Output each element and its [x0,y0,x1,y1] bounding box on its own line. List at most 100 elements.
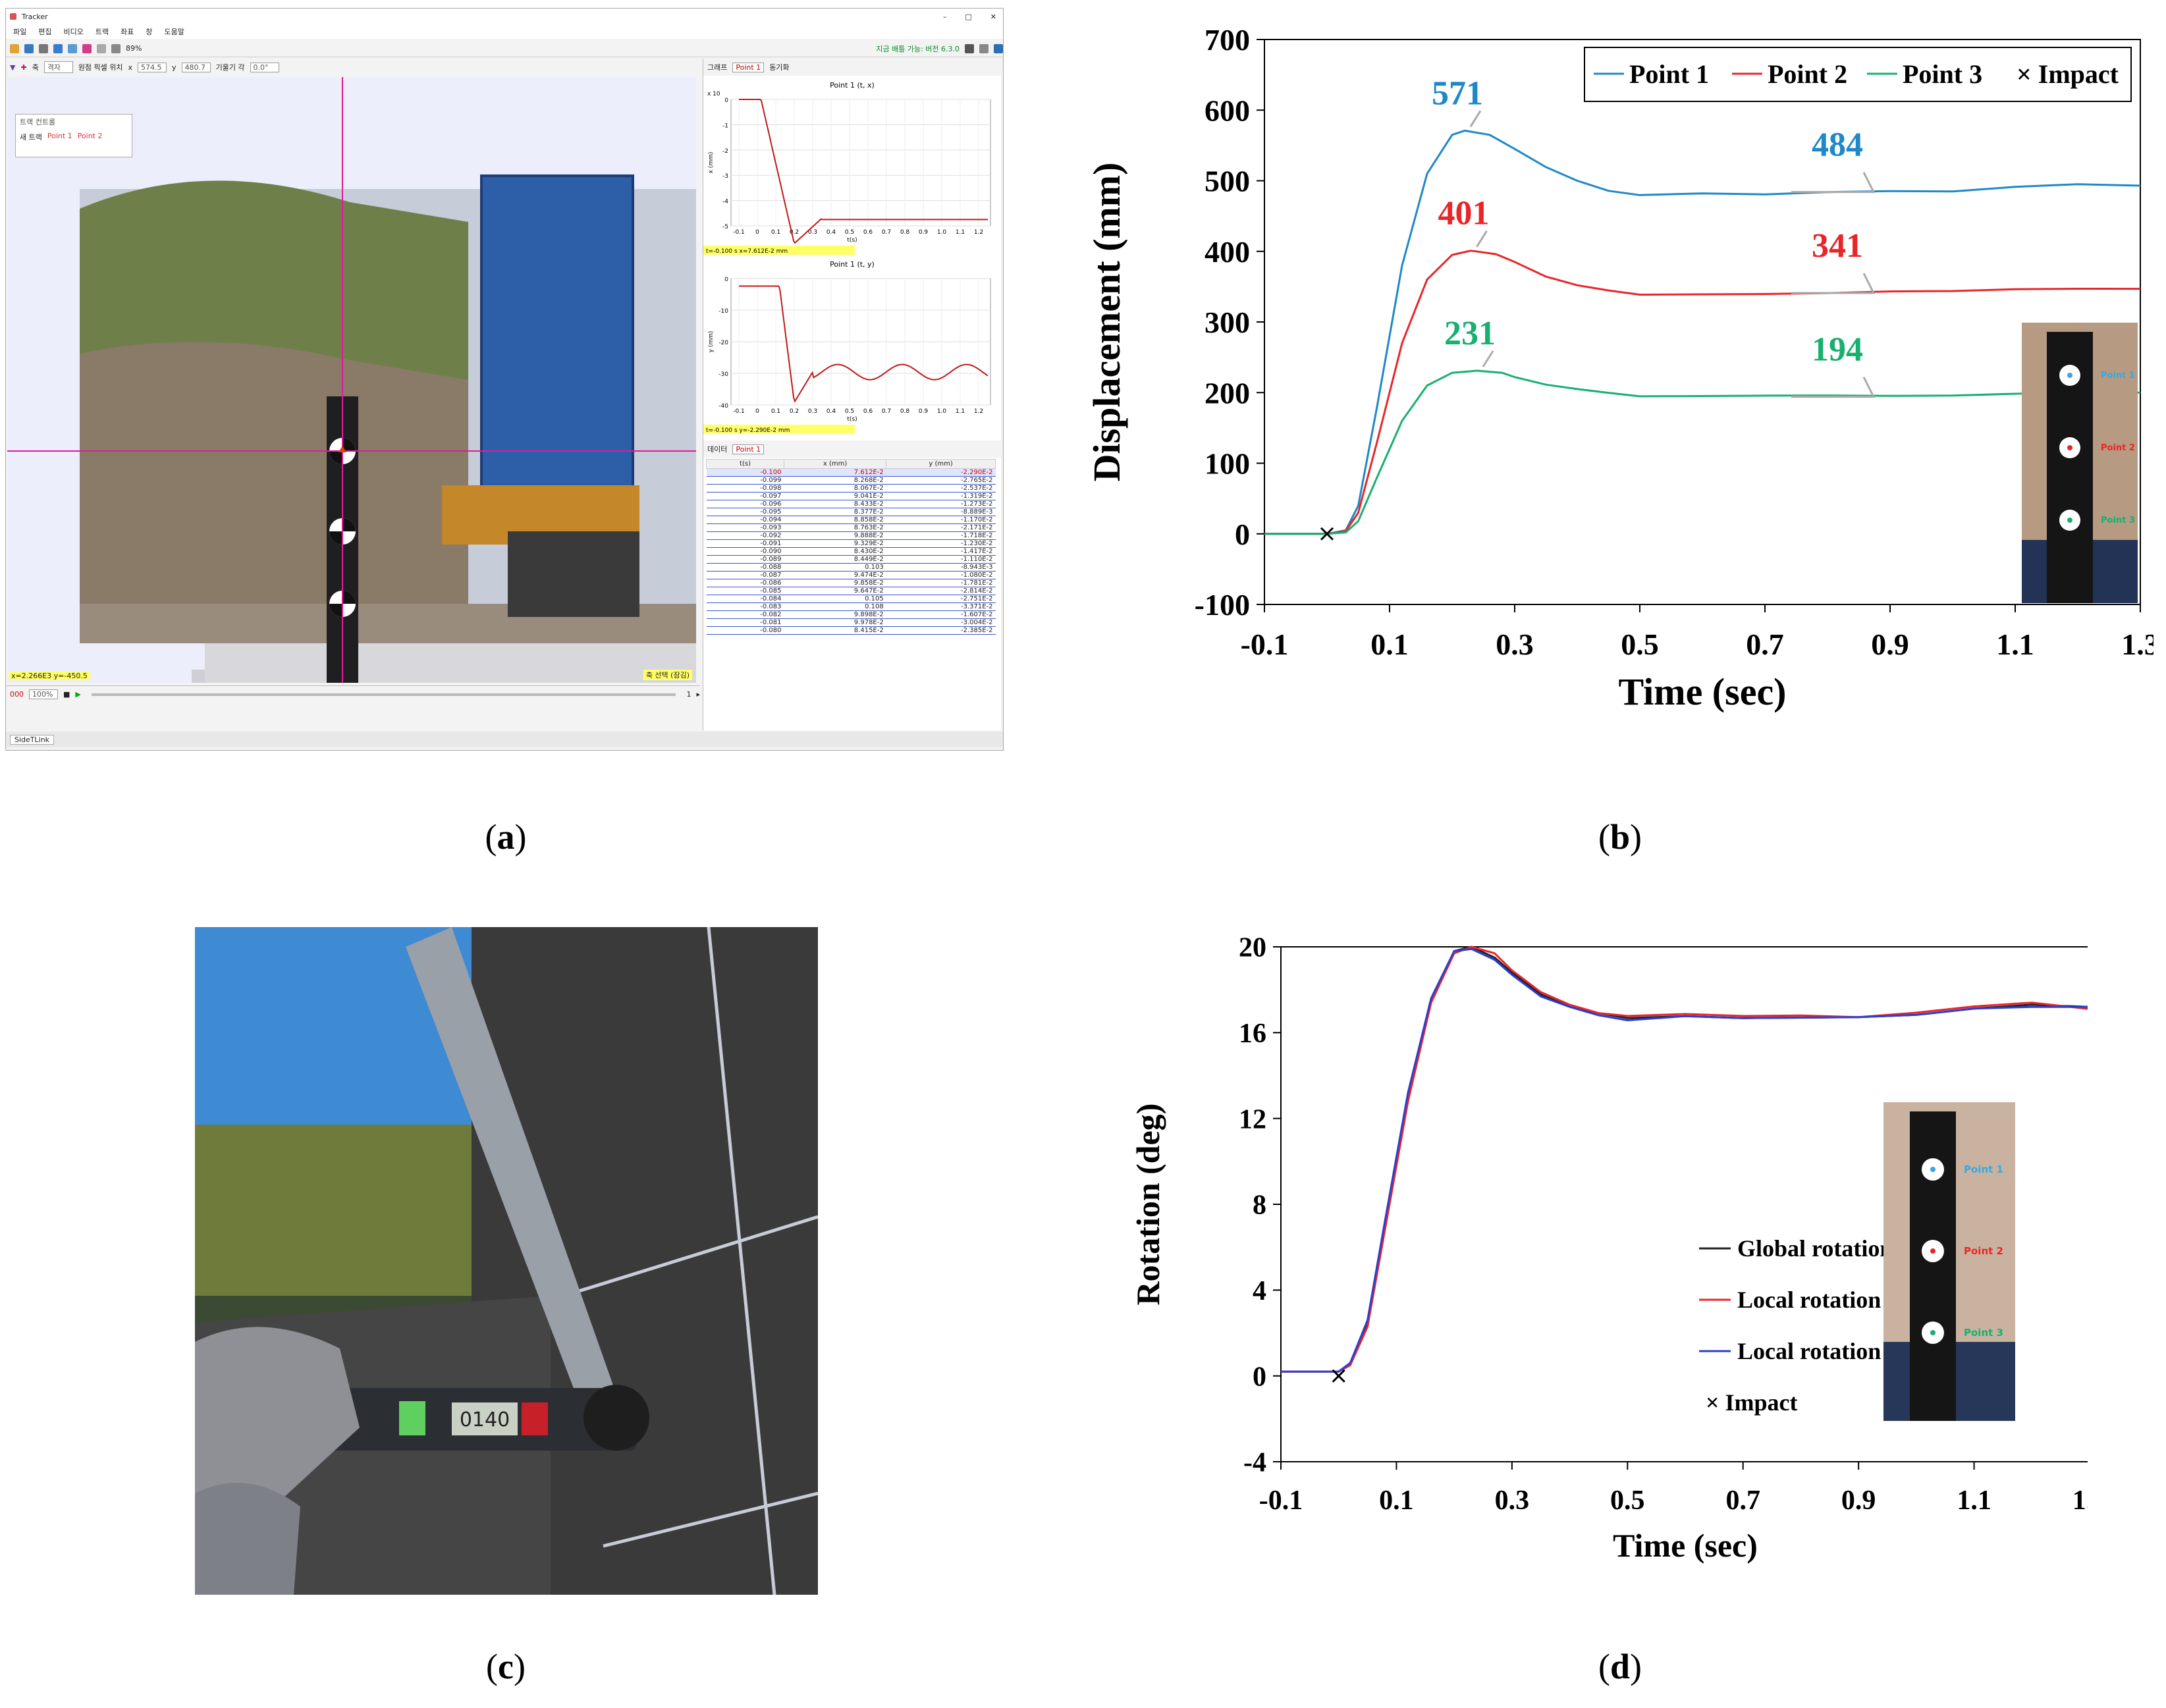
clip-icon[interactable] [39,43,48,53]
video-view[interactable]: 트랙 컨트롤 새 트랙 Point 1 Point 2 x=2.266E3 y=… [7,77,696,683]
track-marker[interactable] [338,446,346,452]
rate-input[interactable]: 100% [29,689,58,699]
legend-box [1584,47,2132,102]
save-icon[interactable] [24,43,34,53]
sync-checkbox[interactable]: 동기화 [769,63,790,72]
displacement-chart: -100 0 100 200 300 400 500 600 700 -0.1 0.1 0.3 0.5 0… [1085,23,2153,713]
data-label: 231 [1444,315,1496,352]
annotation-leader [1791,171,1876,194]
tab-bar: SideTLink [6,732,1003,747]
data-label: 341 [1812,227,1863,265]
open-icon[interactable] [10,43,19,53]
table-row[interactable]: -0.097 9.041E-2 -1.319E-2 [706,492,996,500]
y-tick-label: -3 [722,173,728,180]
x-tick-label: -0.1 [733,229,745,236]
angle-input[interactable]: 0.0° [250,62,279,72]
graph-dropdown[interactable]: 그래프 [707,63,728,72]
data-table[interactable]: t(s) x (mm) y (mm) -0.100 7.612E-2 -2.290E-2-… [706,459,996,729]
table-row[interactable]: -0.092 9.888E-2 -1.718E-2 [706,531,996,540]
table-row[interactable]: -0.086 9.858E-2 -1.781E-2 [706,579,996,587]
table-row[interactable]: -0.083 0.108 -3.371E-2 [706,602,996,611]
table-row[interactable]: -0.080 8.415E-2 -2.385E-2 [706,626,996,635]
menu-coords[interactable]: 좌표 [121,28,134,36]
inset-label: Point 1 [2101,371,2135,381]
table-cell: 9.888E-2 [784,531,886,540]
x-tick-label: 1.3 [2072,1485,2088,1516]
plot-t-y[interactable]: Point 1 (t, y) 0 -10 -20 -30 -40 -0.1 0 0.1 0.2 0.… [703,256,1001,434]
pencil-icon[interactable] [965,43,974,53]
maximize-button[interactable]: □ [965,12,972,21]
stop-icon[interactable]: ■ [63,690,70,699]
plot-t-x[interactable]: Point 1 (t, x) 0 -1 -2 -3 -4 -5 -0.1 0 0.1 0.2 0.3 0… [703,77,1001,255]
plot-track-dropdown[interactable]: Point 1 [732,62,765,72]
table-row[interactable]: -0.087 9.474E-2 -1.080E-2 [706,571,996,579]
table-header[interactable]: t(s) [706,459,785,469]
table-row[interactable]: -0.089 8.449E-2 -1.110E-2 [706,555,996,564]
new-track-button[interactable]: 새 트랙 [20,133,42,142]
table-row[interactable]: -0.093 8.763E-2 -2.171E-2 [706,523,996,532]
table-cell: -0.099 [706,476,784,485]
caption-d: (d) [1598,1647,1642,1686]
tab-sidetlink[interactable]: SideTLink [10,734,55,745]
menu-edit[interactable]: 편집 [38,28,52,36]
table-row[interactable]: -0.091 9.329E-2 -1.230E-2 [706,539,996,548]
y-tick-label: 0 [1235,518,1250,551]
close-button[interactable]: ✕ [990,12,996,21]
origin-y-input[interactable]: 480.7 [181,62,211,72]
table-row[interactable]: -0.082 9.898E-2 -1.607E-2 [706,610,996,619]
update-notice[interactable]: 지금 배틀 가능: 버전 6.3.0 [876,44,960,53]
point1-track-button[interactable]: Point 1 [47,132,72,140]
x-tick-label: 0.5 [1621,627,1659,661]
x-label: x [128,63,133,72]
table-row[interactable]: -0.085 9.647E-2 -2.814E-2 [706,587,996,595]
menu-file[interactable]: 파일 [13,28,27,36]
step-counter[interactable]: 1 [686,690,691,699]
minimize-button[interactable]: – [942,12,947,21]
table-row[interactable]: -0.094 8.858E-2 -1.170E-2 [706,516,996,524]
point2-track-button[interactable]: Point 2 [77,132,103,140]
table-row[interactable]: -0.090 8.430E-2 -1.417E-2 [706,547,996,556]
zoom-icon[interactable] [111,43,121,53]
menu-window[interactable]: 창 [146,28,153,36]
data-dropdown[interactable]: 데이터 [707,445,728,454]
grid-dropdown[interactable]: 격자 [43,61,73,73]
origin-x-input[interactable]: 574.5 [138,62,167,72]
annotation-leader [1482,350,1494,367]
tape-measure-icon[interactable] [68,43,77,53]
timeline-slider[interactable] [91,693,676,696]
table-cell: -2.814E-2 [886,587,996,595]
refresh-icon[interactable] [994,43,1003,53]
table-header[interactable]: y (mm) [886,459,996,469]
table-row[interactable]: -0.096 8.433E-2 -1.273E-2 [706,500,996,508]
inset-board [1910,1111,1956,1421]
step-forward-icon[interactable]: ▸ [696,690,700,699]
table-row[interactable]: -0.081 9.978E-2 -3.004E-2 [706,618,996,627]
table-row[interactable]: -0.099 8.268E-2 -2.765E-2 [706,476,996,485]
menu-help[interactable]: 도움말 [164,28,184,36]
table-row[interactable]: -0.098 8.067E-2 -2.537E-2 [706,484,996,493]
layout-icon[interactable] [979,43,988,53]
table-row[interactable]: -0.100 7.612E-2 -2.290E-2 [706,468,996,477]
zoom-level[interactable]: 89% [126,44,142,53]
eye-icon[interactable] [97,43,106,53]
track-icon[interactable] [82,43,92,53]
menu-track[interactable]: 트랙 [95,28,109,36]
x-tick-label: 0.6 [863,408,873,415]
plot-status-bg [703,425,855,434]
filter-icon[interactable]: ▼ [10,63,16,72]
menu-video[interactable]: 비디오 [63,28,84,36]
table-cell: -2.537E-2 [886,484,996,493]
inset-target-dot [2067,445,2072,450]
annotation-leader [1791,273,1876,294]
table-row[interactable]: -0.095 8.377E-2 -8.889E-3 [706,508,996,516]
axes-icon[interactable]: ✚ [20,63,27,72]
track-control-panel: 트랙 컨트롤 새 트랙 Point 1 Point 2 [15,114,132,157]
table-header[interactable]: x (mm) [784,459,887,469]
frame-number[interactable]: 000 [10,690,24,699]
table-toolbar: 데이터 Point 1 [703,440,1001,458]
table-row[interactable]: -0.084 0.105 -2.751E-2 [706,595,996,603]
play-icon[interactable]: ▶ [75,690,81,699]
coordinate-axes-icon[interactable] [53,43,63,53]
table-row[interactable]: -0.088 0.103 -8.943E-3 [706,563,996,572]
table-track-dropdown[interactable]: Point 1 [732,444,765,454]
